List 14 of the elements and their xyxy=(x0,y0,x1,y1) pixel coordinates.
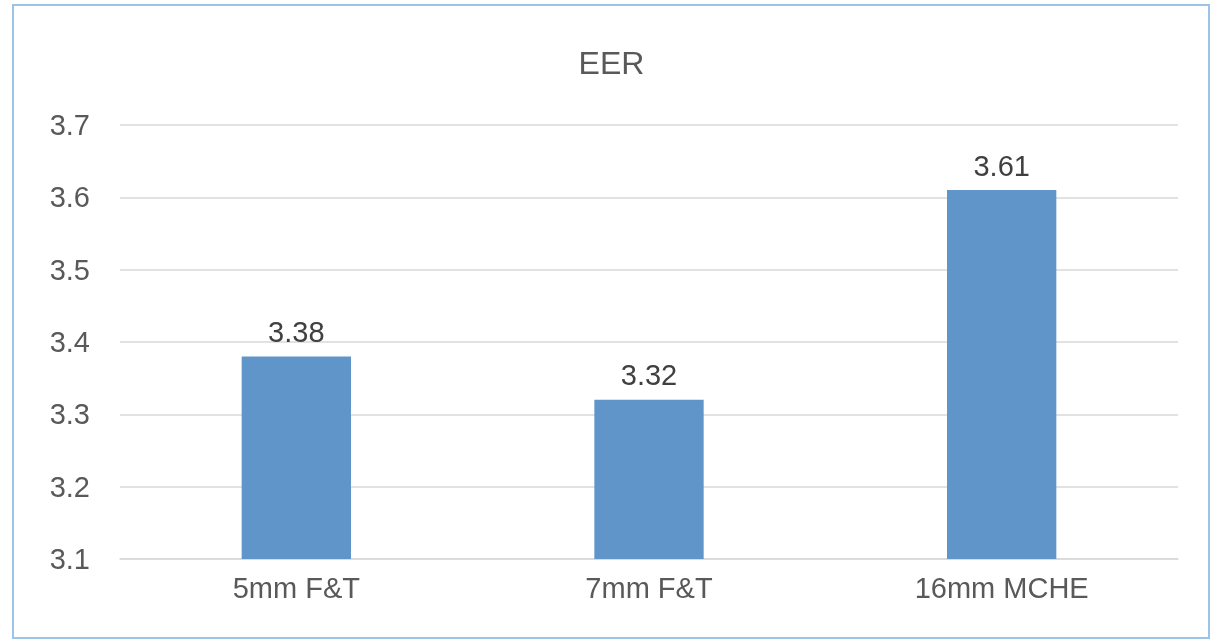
y-tick-label: 3.4 xyxy=(49,326,90,358)
chart-title: EER xyxy=(578,45,645,81)
y-tick-label: 3.2 xyxy=(49,470,90,503)
y-tick-label: 3.1 xyxy=(49,543,90,575)
data-label: 3.61 xyxy=(973,149,1030,182)
y-tick-label: 3.7 xyxy=(49,109,90,141)
data-label: 3.38 xyxy=(268,315,325,348)
y-tick-label: 3.5 xyxy=(49,253,90,286)
x-tick-label: 5mm F&T xyxy=(232,571,361,604)
x-tick-label: 7mm F&T xyxy=(585,571,713,604)
data-label: 3.32 xyxy=(620,359,678,392)
x-tick-label: 16mm MCHE xyxy=(914,571,1089,604)
y-tick-label: 3.6 xyxy=(49,181,90,214)
y-tick-label: 3.3 xyxy=(49,398,90,431)
